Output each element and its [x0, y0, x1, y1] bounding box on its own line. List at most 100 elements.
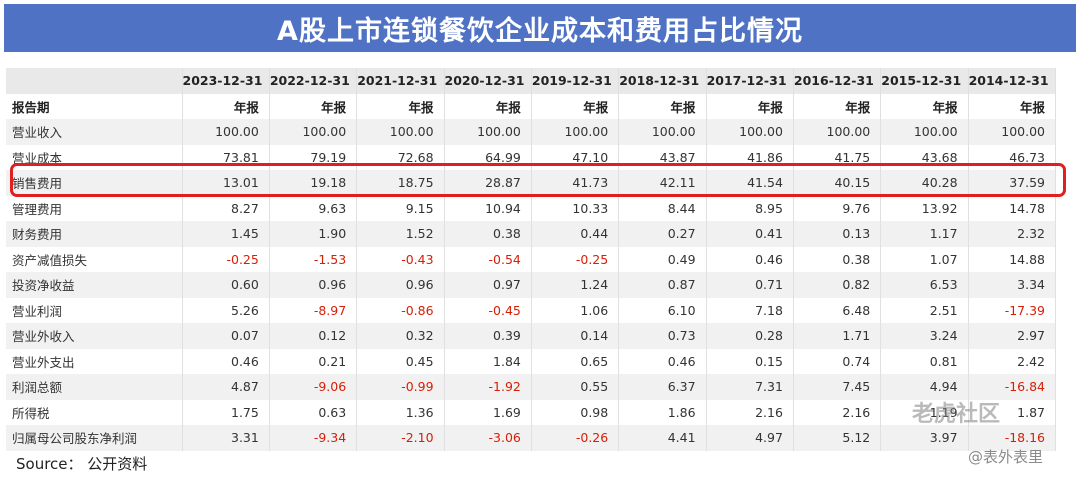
- value-cell: 64.99: [444, 144, 532, 170]
- value-cell: 1.69: [444, 399, 532, 425]
- value-cell: 0.46: [182, 348, 270, 374]
- value-cell: 41.73: [531, 170, 620, 196]
- value-cell: 1.52: [356, 221, 445, 247]
- value-cell: 0.46: [618, 348, 707, 374]
- value-cell: 5.26: [182, 297, 270, 323]
- table-row: 管理费用 8.27 9.63 9.15 10.94 10.33 8.44 8.95 9.76 13…: [6, 195, 1057, 221]
- value-cell: 0.44: [531, 221, 620, 247]
- value-cell: 2.51: [880, 297, 969, 323]
- value-cell: 10.94: [444, 195, 532, 221]
- value-cell: 19.18: [269, 170, 358, 196]
- column-header: 2015-12-31: [880, 68, 969, 94]
- table-row: 资产减值损失 -0.25 -1.53 -0.43 -0.54 -0.25 0.49 0.46 0…: [6, 246, 1057, 272]
- value-cell: 13.92: [880, 195, 969, 221]
- value-cell: -0.54: [444, 246, 532, 272]
- value-cell: 0.73: [618, 323, 707, 349]
- value-cell: 0.07: [182, 323, 270, 349]
- value-cell: 0.32: [356, 323, 445, 349]
- value-cell: 0.55: [531, 374, 620, 400]
- value-cell: 2.32: [968, 221, 1057, 247]
- column-header: 2014-12-31: [968, 68, 1057, 94]
- table-row: 营业成本 73.81 79.19 72.68 64.99 47.10 43.87 41.86 4…: [6, 144, 1057, 170]
- value-cell: 0.97: [444, 272, 532, 298]
- row-label: 利润总额: [6, 374, 183, 400]
- value-cell: 0.82: [793, 272, 882, 298]
- header-row: 2023-12-31 2022-12-31 2021-12-31 2020-12-31…: [6, 68, 1057, 94]
- column-header: 2023-12-31: [182, 68, 270, 94]
- source-note: Source： 公开资料: [16, 455, 148, 473]
- row-label: 营业收入: [6, 119, 183, 145]
- report-type-cell: 年报: [356, 93, 445, 119]
- value-cell: 7.31: [706, 374, 794, 400]
- table-row: 营业外支出 0.46 0.21 0.45 1.84 0.65 0.46 0.15 0.74 0.8…: [6, 348, 1057, 374]
- value-cell: 0.60: [182, 272, 270, 298]
- row-label: 营业外收入: [6, 323, 183, 349]
- value-cell: 0.81: [880, 348, 969, 374]
- financial-table-container: 2023-12-31 2022-12-31 2021-12-31 2020-12-31…: [6, 68, 1057, 451]
- value-cell: 0.38: [444, 221, 532, 247]
- value-cell: 2.97: [968, 323, 1057, 349]
- value-cell: 0.71: [706, 272, 794, 298]
- value-cell: 0.65: [531, 348, 620, 374]
- value-cell: 100.00: [880, 119, 969, 145]
- row-label: 营业成本: [6, 144, 183, 170]
- value-cell: 100.00: [968, 119, 1057, 145]
- value-cell: 0.21: [269, 348, 358, 374]
- value-cell: 73.81: [182, 144, 270, 170]
- table-row: 所得税 1.75 0.63 1.36 1.69 0.98 1.86 2.16 2.16 1.19 1…: [6, 399, 1057, 425]
- value-cell: -0.99: [356, 374, 445, 400]
- row-label: 投资净收益: [6, 272, 183, 298]
- page-title: A股上市连锁餐饮企业成本和费用占比情况: [277, 15, 803, 47]
- value-cell: -1.92: [444, 374, 532, 400]
- column-header: 2016-12-31: [793, 68, 882, 94]
- value-cell: 14.78: [968, 195, 1057, 221]
- row-label: 财务费用: [6, 221, 183, 247]
- value-cell: -0.25: [531, 246, 620, 272]
- value-cell: 4.94: [880, 374, 969, 400]
- value-cell: -18.16: [968, 425, 1057, 451]
- value-cell: -8.97: [269, 297, 358, 323]
- report-type-cell: 年报: [618, 93, 707, 119]
- value-cell: 0.49: [618, 246, 707, 272]
- value-cell: 0.98: [531, 399, 620, 425]
- row-label: 销售费用: [6, 170, 183, 196]
- value-cell: 9.76: [793, 195, 882, 221]
- value-cell: 100.00: [793, 119, 882, 145]
- value-cell: 2.16: [706, 399, 794, 425]
- row-label: 资产减值损失: [6, 246, 183, 272]
- report-type-cell: 年报: [706, 93, 794, 119]
- value-cell: 6.37: [618, 374, 707, 400]
- row-label: 营业外支出: [6, 348, 183, 374]
- value-cell: 0.96: [356, 272, 445, 298]
- table-row: 销售费用 13.01 19.18 18.75 28.87 41.73 42.11 41.54 4…: [6, 170, 1057, 196]
- value-cell: 100.00: [269, 119, 358, 145]
- value-cell: 3.31: [182, 425, 270, 451]
- value-cell: 0.96: [269, 272, 358, 298]
- report-period-row: 报告期 年报 年报 年报 年报 年报 年报 年报 年报 年报 年报: [6, 93, 1057, 119]
- table-body: 报告期 年报 年报 年报 年报 年报 年报 年报 年报 年报 年报 营业收入 100.00 100.00 1…: [6, 93, 1057, 451]
- value-cell: 6.53: [880, 272, 969, 298]
- value-cell: 1.87: [968, 399, 1057, 425]
- value-cell: 8.44: [618, 195, 707, 221]
- value-cell: -0.25: [182, 246, 270, 272]
- value-cell: -1.53: [269, 246, 358, 272]
- report-type-cell: 年报: [880, 93, 969, 119]
- value-cell: -0.45: [444, 297, 532, 323]
- table-row: 财务费用 1.45 1.90 1.52 0.38 0.44 0.27 0.41 0.13 1.17…: [6, 221, 1057, 247]
- value-cell: 100.00: [182, 119, 270, 145]
- value-cell: -3.06: [444, 425, 532, 451]
- value-cell: 1.24: [531, 272, 620, 298]
- value-cell: 9.63: [269, 195, 358, 221]
- value-cell: 1.06: [531, 297, 620, 323]
- value-cell: 7.18: [706, 297, 794, 323]
- value-cell: 13.01: [182, 170, 270, 196]
- value-cell: 10.33: [531, 195, 620, 221]
- value-cell: 9.15: [356, 195, 445, 221]
- value-cell: 0.12: [269, 323, 358, 349]
- value-cell: 7.45: [793, 374, 882, 400]
- value-cell: 41.54: [706, 170, 794, 196]
- row-label: 所得税: [6, 399, 183, 425]
- column-header: 2021-12-31: [356, 68, 445, 94]
- value-cell: 28.87: [444, 170, 532, 196]
- value-cell: 8.27: [182, 195, 270, 221]
